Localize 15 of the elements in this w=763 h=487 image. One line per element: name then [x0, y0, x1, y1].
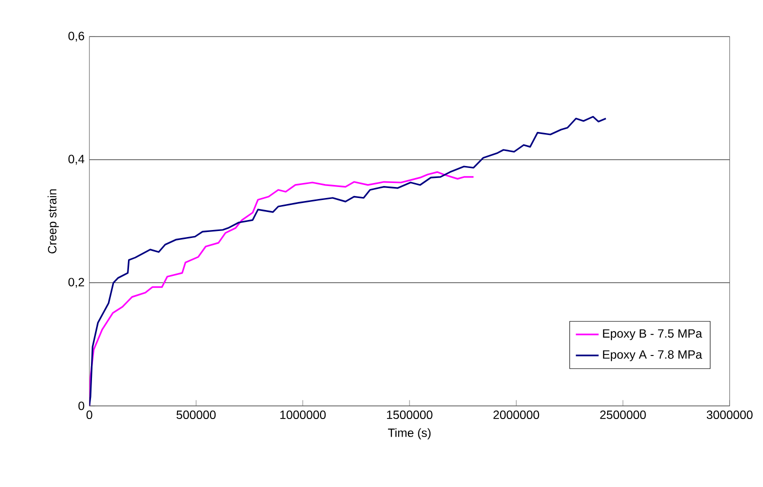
x-tick-label: 2000000: [493, 410, 540, 420]
legend-label: Epoxy B - 7.5 MPa: [603, 329, 702, 340]
x-tick-label: 3000000: [706, 410, 753, 420]
x-tick-label: 0: [86, 410, 92, 420]
y-axis-title: Creep strain: [48, 189, 59, 254]
legend-label: Epoxy A - 7.8 MPa: [603, 350, 702, 362]
y-tick-label: 0,4: [68, 154, 84, 165]
x-tick-label: 1500000: [387, 410, 432, 420]
x-tick-label: 500000: [176, 410, 216, 420]
y-tick-label: 0,6: [68, 32, 84, 42]
x-tick-label: 1000000: [280, 410, 326, 420]
y-tick-label: 0,2: [68, 278, 84, 288]
x-axis-title: Time (s): [388, 428, 431, 440]
y-tick-label: 0: [78, 402, 84, 410]
x-tick-label: 2500000: [600, 410, 646, 420]
